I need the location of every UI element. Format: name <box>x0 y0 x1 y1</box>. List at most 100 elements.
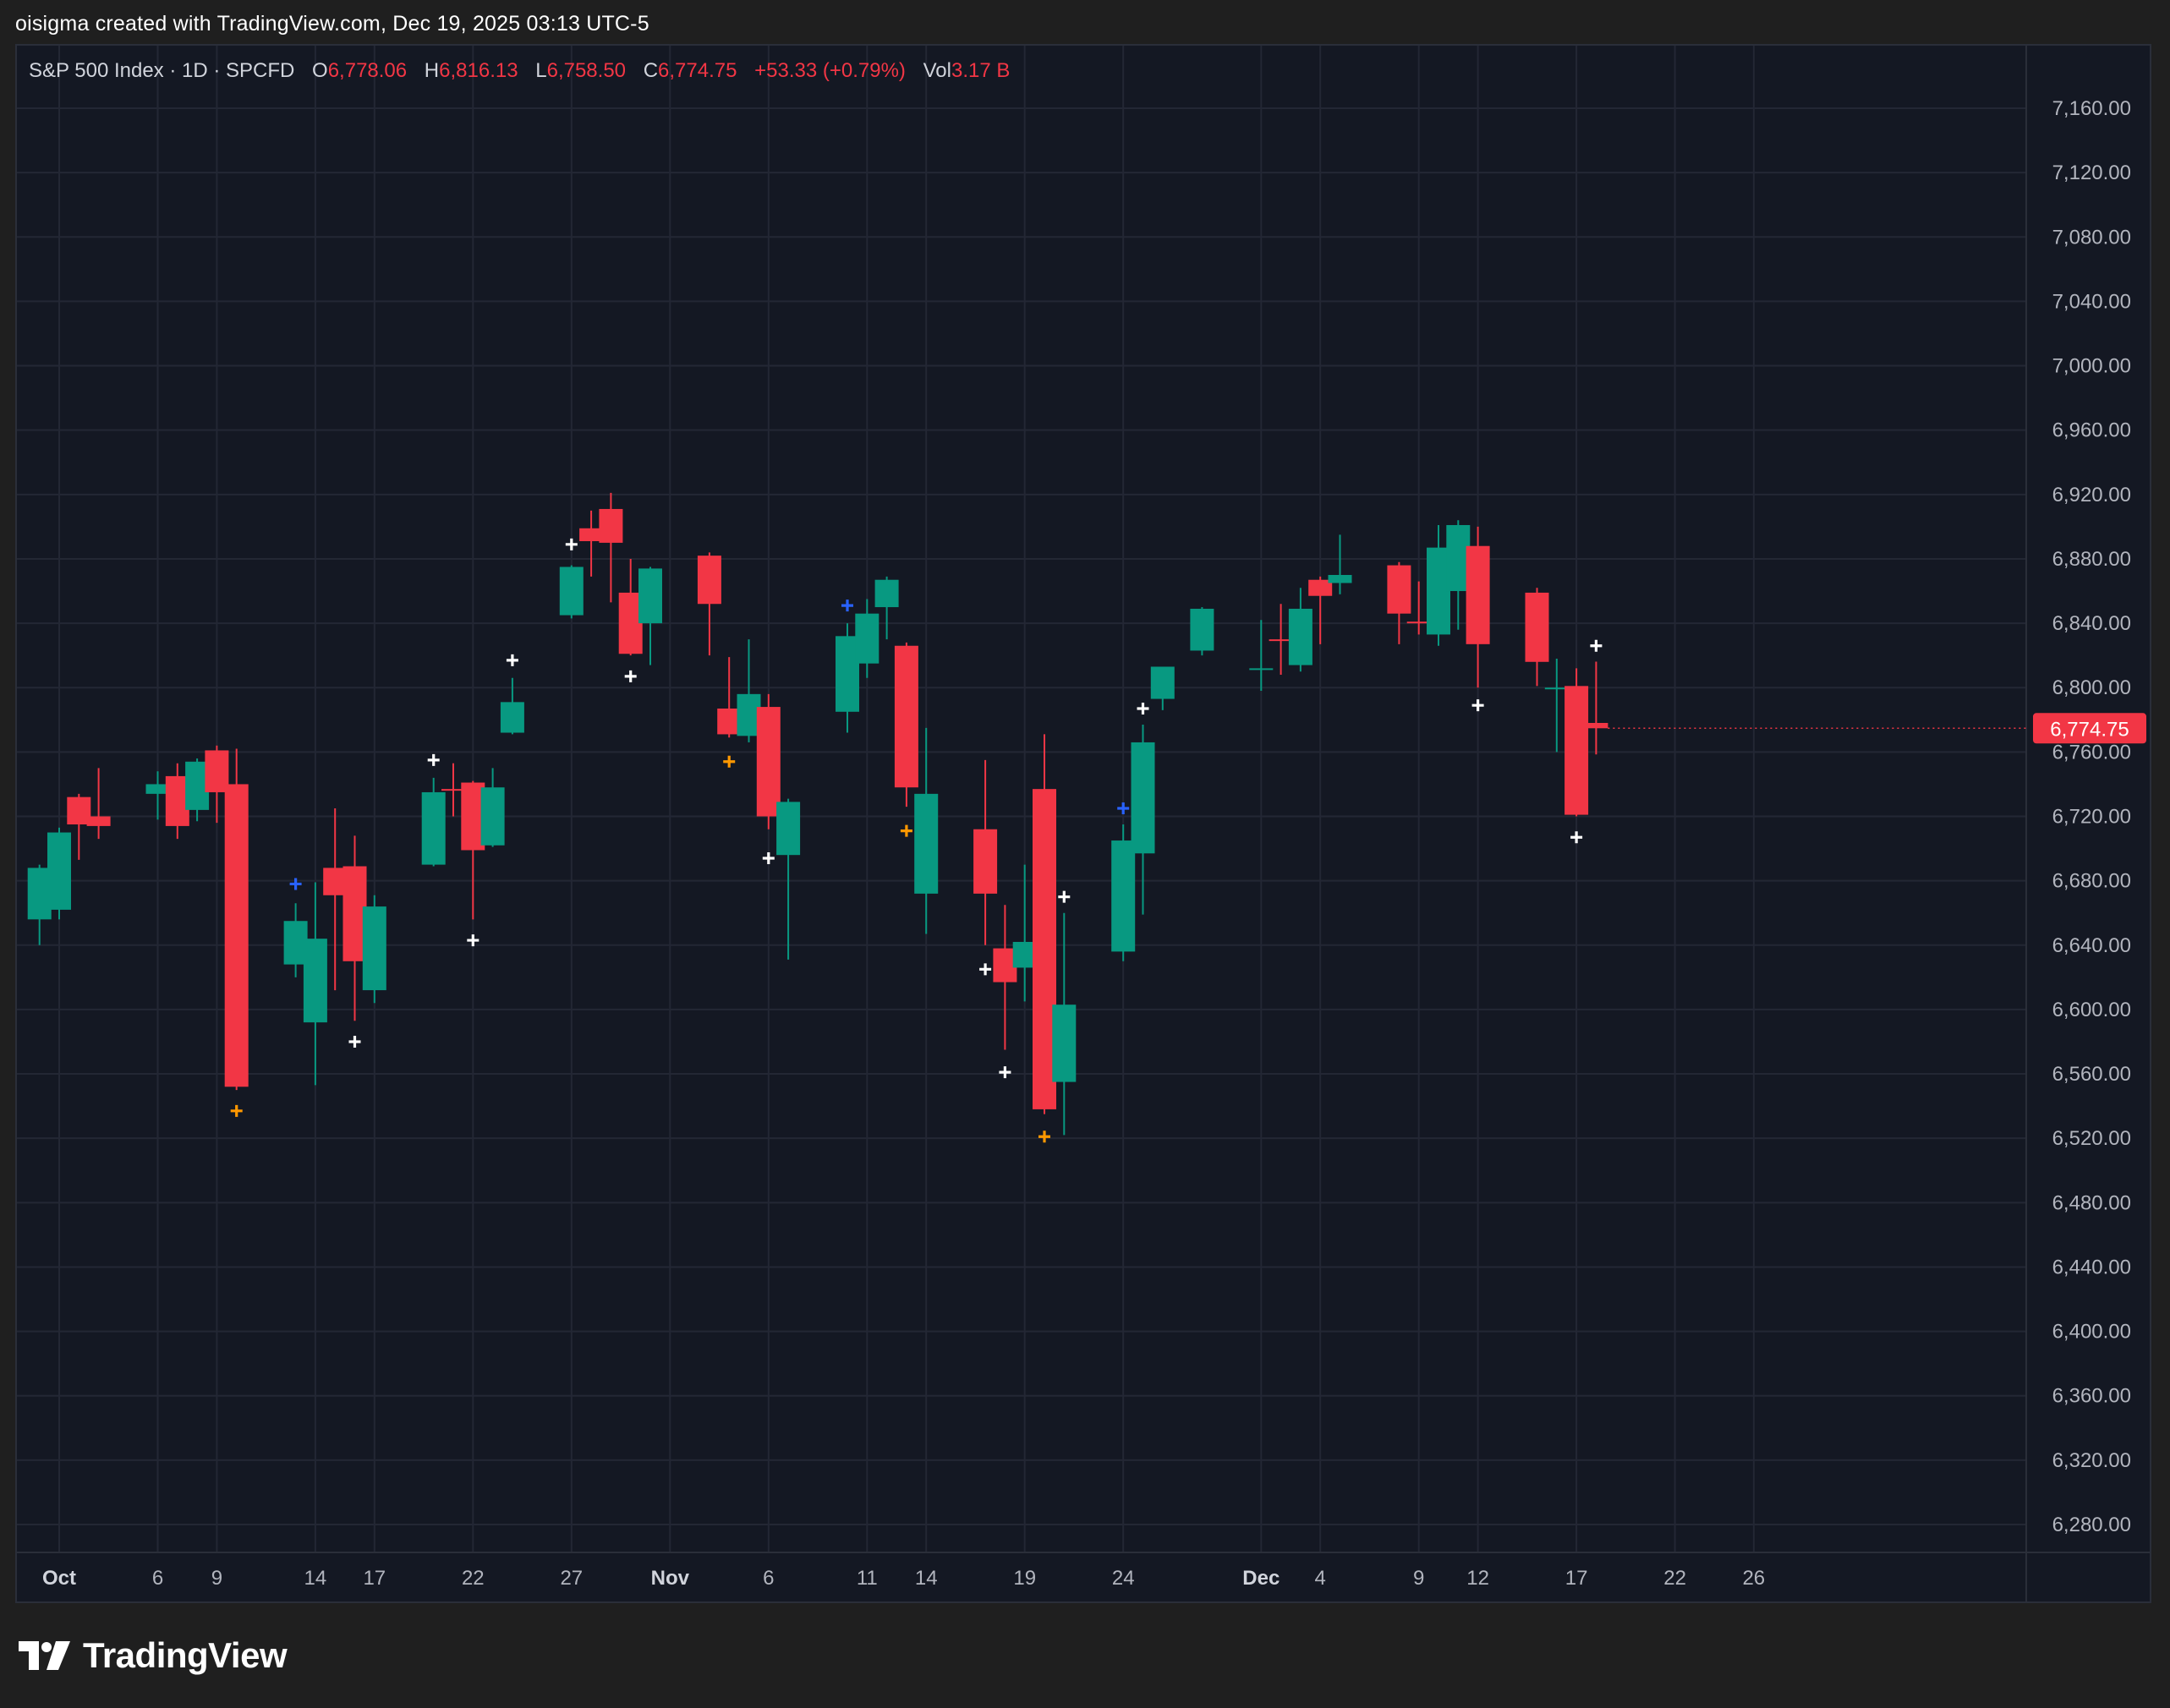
candle-body <box>145 784 170 794</box>
y-tick-label: 6,480.00 <box>2052 1191 2131 1214</box>
candle-body <box>559 567 584 616</box>
y-tick-label: 6,840.00 <box>2052 612 2131 635</box>
candle-body <box>638 568 662 624</box>
x-tick-label: 19 <box>1013 1567 1036 1590</box>
x-tick-label: 12 <box>1466 1567 1489 1590</box>
x-tick-label: Oct <box>42 1567 76 1590</box>
candle-body <box>421 791 446 865</box>
x-tick-label: 22 <box>1663 1567 1686 1590</box>
candle-body <box>855 613 880 664</box>
x-tick-label: Nov <box>651 1567 690 1590</box>
y-tick-label: 6,280.00 <box>2052 1514 2131 1536</box>
legend-high-value: 6,816.13 <box>439 59 518 82</box>
legend-low-value: 6,758.50 <box>546 59 627 82</box>
y-tick-label: 6,600.00 <box>2052 999 2131 1021</box>
top-bar: oisigma created with TradingView.com, De… <box>0 0 2170 44</box>
signal-marker-icon <box>348 1035 361 1048</box>
signal-marker-icon <box>979 963 992 976</box>
y-tick-label: 6,400.00 <box>2052 1321 2131 1344</box>
y-tick-label: 7,080.00 <box>2052 226 2131 249</box>
candle-body <box>480 787 505 846</box>
candle-body <box>579 528 604 542</box>
chart-pane[interactable]: 7,160.00 7,120.00 7,080.00 7,040.00 7,000.00… <box>15 44 2151 1603</box>
y-tick-label: 6,960.00 <box>2052 419 2131 442</box>
signal-marker-icon <box>1471 699 1484 712</box>
y-tick-label: 7,040.00 <box>2052 290 2131 313</box>
legend-low-label: L <box>535 59 547 82</box>
signal-marker-icon <box>624 670 637 682</box>
candle-body <box>500 702 524 733</box>
tradingview-brand[interactable]: TradingView <box>19 1632 288 1679</box>
x-tick-label: Dec <box>1242 1567 1280 1590</box>
candle-body <box>1308 579 1333 596</box>
y-tick-label: 6,440.00 <box>2052 1256 2131 1278</box>
x-tick-label: 26 <box>1742 1567 1765 1590</box>
candle-body <box>1584 722 1608 729</box>
y-tick-label: 6,560.00 <box>2052 1063 2131 1086</box>
signal-marker-icon <box>1038 1130 1050 1143</box>
x-tick-label: 6 <box>152 1567 163 1590</box>
y-tick-label: 6,920.00 <box>2052 484 2131 506</box>
candle-body <box>1564 686 1589 815</box>
signal-marker-icon <box>1590 639 1603 652</box>
y-tick-label: 6,880.00 <box>2052 548 2131 571</box>
candle-body <box>697 556 721 605</box>
y-tick-label: 7,120.00 <box>2052 161 2131 184</box>
x-tick-label: 9 <box>211 1567 222 1590</box>
x-tick-label: 22 <box>462 1567 485 1590</box>
plot-background <box>17 46 2150 1601</box>
candle-body <box>874 579 899 608</box>
candle-body <box>973 829 998 894</box>
ohlc-legend: S&P 500 Index · 1D · SPCFD O6,778.06 H6,… <box>29 59 1010 88</box>
x-tick-label: 6 <box>763 1567 774 1590</box>
signal-marker-icon <box>1570 831 1583 844</box>
signal-marker-icon <box>427 753 440 766</box>
legend-symbol[interactable]: S&P 500 Index · 1D · SPCFD <box>29 59 295 82</box>
legend-close-value: 6,774.75 <box>658 59 737 82</box>
candle-body <box>1525 592 1549 662</box>
footer-bar <box>0 1603 2170 1708</box>
signal-marker-icon <box>1058 890 1071 903</box>
signal-marker-icon <box>723 755 736 768</box>
x-tick-label: 27 <box>560 1567 583 1590</box>
candle-body <box>47 832 71 910</box>
candle-body <box>756 707 781 817</box>
candle-body <box>441 789 465 791</box>
candle-body <box>599 508 623 543</box>
y-tick-label: 7,160.00 <box>2052 97 2131 120</box>
signal-marker-icon <box>289 878 302 890</box>
candle-body <box>1131 742 1155 854</box>
signal-marker-icon <box>565 538 578 550</box>
legend-high-label: H <box>424 59 440 82</box>
legend-vol-value: 3.17 B <box>951 59 1011 82</box>
legend-open-value: 6,778.06 <box>327 59 408 82</box>
x-tick-label: 11 <box>857 1567 878 1590</box>
candle-body <box>224 784 249 1087</box>
chart-credit: oisigma created with TradingView.com, De… <box>15 12 649 36</box>
tradingview-logo-icon <box>19 1641 70 1670</box>
y-tick-label: 6,760.00 <box>2052 741 2131 764</box>
legend-change: +53.33 (+0.79%) <box>754 59 906 82</box>
candle-body <box>1269 639 1293 642</box>
legend-close-label: C <box>643 59 659 82</box>
candle-body <box>362 906 386 991</box>
x-tick-label: 4 <box>1315 1567 1326 1590</box>
candle-body <box>1406 621 1431 624</box>
candlestick-chart[interactable]: 7,160.00 7,120.00 7,080.00 7,040.00 7,000.00… <box>17 46 2150 1601</box>
x-tick-label: 17 <box>363 1567 386 1590</box>
candle-body <box>1544 687 1569 690</box>
candle-body <box>1052 1005 1077 1082</box>
candle-body <box>1466 545 1490 644</box>
x-tick-label: 14 <box>304 1567 327 1590</box>
x-tick-label: 9 <box>1413 1567 1424 1590</box>
candle-body <box>1328 574 1352 583</box>
candle-body <box>303 939 327 1023</box>
y-tick-label: 6,520.00 <box>2052 1127 2131 1150</box>
brand-name: TradingView <box>83 1635 288 1675</box>
candle-body <box>1387 565 1411 614</box>
candle-body <box>776 802 801 856</box>
y-tick-label: 6,360.00 <box>2052 1385 2131 1408</box>
signal-marker-icon <box>841 599 853 612</box>
y-tick-label: 6,800.00 <box>2052 676 2131 699</box>
signal-marker-icon <box>506 654 518 666</box>
